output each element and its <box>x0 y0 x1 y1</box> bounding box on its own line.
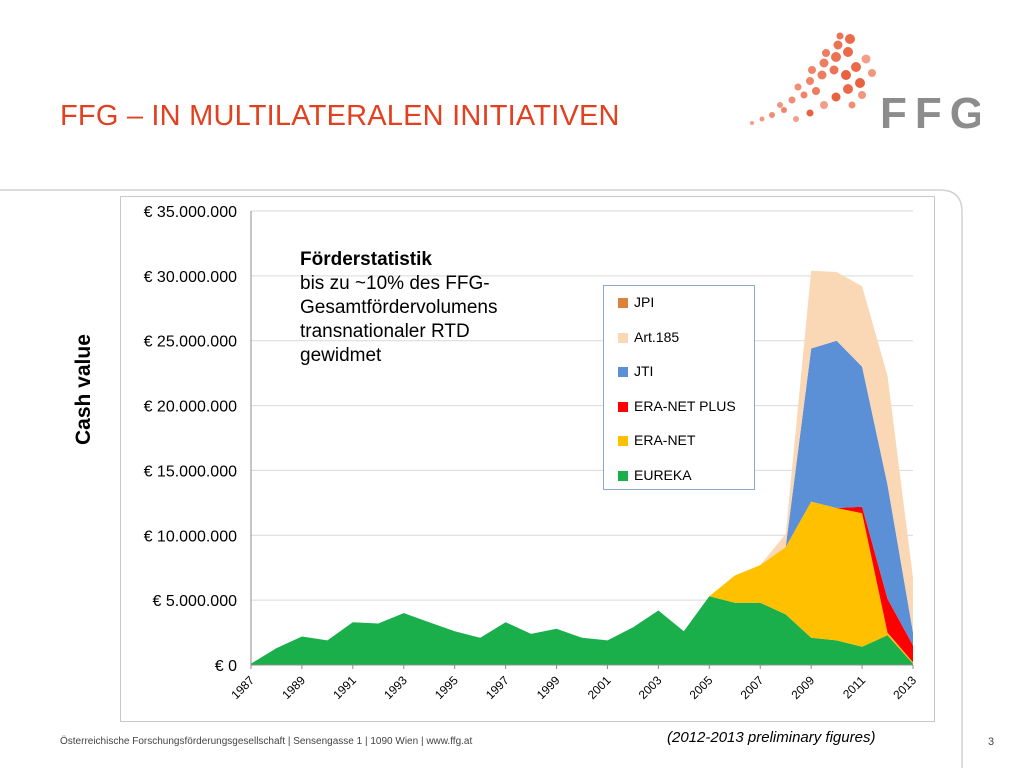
logo-dot <box>843 47 853 57</box>
y-tick-label: € 25.000.000 <box>144 334 238 351</box>
legend-item: ERA-NET <box>618 432 695 448</box>
legend-label: JPI <box>634 294 655 310</box>
x-tick-label: 2003 <box>636 673 665 702</box>
y-axis-label: Cash value <box>72 334 95 445</box>
logo-dot <box>833 40 843 50</box>
logo-dot <box>781 107 787 113</box>
logo-dot <box>822 49 830 57</box>
y-tick-label: € 20.000.000 <box>144 399 238 416</box>
x-tick-label: 1997 <box>483 673 512 702</box>
logo-dot <box>788 96 796 104</box>
series-area-eureka <box>251 596 913 665</box>
slide-title: FFG – IN MULTILATERALEN INITIATIVEN <box>60 100 620 132</box>
page-number: 3 <box>988 736 995 748</box>
x-tick-label: 1991 <box>330 673 359 702</box>
chart-area: € 0 € 5.000.000 € 10.000.000 € 15.000.000 € … <box>120 196 935 722</box>
x-tick-labels: 1987 1989 1991 1993 1995 1997 1999 2001 2003 2005… <box>228 665 919 702</box>
legend-label: Art.185 <box>634 328 680 345</box>
logo-dot <box>806 77 814 85</box>
series-area-art-185 <box>251 270 913 664</box>
x-tick-label: 2007 <box>738 673 767 702</box>
legend-item: ERA-NET PLUS <box>618 398 736 414</box>
content-frame <box>0 189 963 768</box>
logo-dot <box>808 66 816 74</box>
logo-dots-icon <box>750 32 876 125</box>
y-tick-label: € 35.000.000 <box>144 204 238 221</box>
logo-dot <box>819 58 829 68</box>
x-tick-label: 1987 <box>228 673 257 702</box>
legend-swatch <box>618 436 628 446</box>
legend-swatch <box>618 332 628 343</box>
chart-legend: JPI Art.185 JTI ERA-NET PLUS ERA-NET EUREKA <box>603 285 755 490</box>
ffg-logo: FFG <box>750 32 980 135</box>
x-tick-label: 2011 <box>840 673 868 701</box>
stacked-area-chart: € 0 € 5.000.000 € 10.000.000 € 15.000.000 € … <box>144 204 920 702</box>
legend-swatch <box>618 298 628 308</box>
preliminary-note: (2012-2013 preliminary figures) <box>667 729 876 746</box>
logo-dot <box>769 112 775 118</box>
logo-dot <box>858 91 866 99</box>
logo-dot <box>817 70 827 80</box>
x-tick-label: 1999 <box>534 673 563 702</box>
y-tick-label: € 0 <box>215 658 237 675</box>
legend-swatch <box>618 470 628 481</box>
logo-dot <box>806 109 814 117</box>
series-area-era-net <box>251 501 913 664</box>
y-tick-label: € 30.000.000 <box>144 269 238 286</box>
logo-dot <box>831 52 841 62</box>
footer-text: Österreichische Forschungsförderungsgese… <box>60 736 473 747</box>
legend-item: EUREKA <box>618 467 692 483</box>
x-tick-label: 2009 <box>788 673 817 702</box>
annotation-line: transnationaler RTD <box>300 321 470 342</box>
logo-dot <box>841 70 851 80</box>
logo-dot <box>848 101 856 109</box>
legend-label: EUREKA <box>634 466 692 483</box>
legend-label: ERA-NET <box>634 432 696 448</box>
logo-dot <box>800 91 808 99</box>
x-tick-label: 2013 <box>890 673 919 702</box>
logo-dot <box>750 121 754 125</box>
logo-dot <box>836 32 844 40</box>
logo-dot <box>851 62 861 72</box>
legend-label: ERA-NET PLUS <box>634 397 736 414</box>
y-tick-label: € 15.000.000 <box>144 463 238 480</box>
logo-dot <box>812 87 820 95</box>
annotation-line: gewidmet <box>300 345 382 366</box>
legend-item: JTI <box>618 363 653 379</box>
series-areas <box>251 270 913 665</box>
logo-dot <box>794 83 802 91</box>
logo-dot <box>868 69 876 77</box>
logo-text: FFG <box>880 89 980 135</box>
y-tick-label: € 5.000.000 <box>152 593 237 610</box>
y-tick-labels: € 0 € 5.000.000 € 10.000.000 € 15.000.000 € … <box>144 204 238 675</box>
axes <box>250 211 913 666</box>
series-area-jti <box>251 340 913 664</box>
x-tick-label: 2001 <box>585 673 614 702</box>
legend-swatch <box>618 401 628 412</box>
legend-swatch <box>618 367 628 377</box>
logo-dot <box>831 92 841 102</box>
x-tick-label: 2005 <box>687 673 716 702</box>
x-tick-label: 1989 <box>279 673 308 702</box>
legend-item: JPI <box>618 294 654 310</box>
annotation-line: bis zu ~10% des FFG- <box>300 273 490 294</box>
x-tick-label: 1995 <box>432 673 461 702</box>
logo-dot <box>845 34 855 44</box>
logo-dot <box>861 54 871 64</box>
logo-dot <box>777 102 783 108</box>
logo-dot <box>820 101 828 109</box>
legend-label: JTI <box>634 363 654 379</box>
annotation-heading: Förderstatistik <box>300 249 432 270</box>
logo-dot <box>759 116 765 122</box>
chart-annotation: Förderstatistik bis zu ~10% des FFG- Ges… <box>300 248 560 368</box>
logo-dot <box>829 65 839 75</box>
x-tick-label: 1993 <box>381 673 410 702</box>
legend-item: Art.185 <box>618 329 679 345</box>
logo-dot <box>843 84 853 94</box>
y-tick-label: € 10.000.000 <box>144 528 238 545</box>
annotation-line: Gesamtfördervolumens <box>300 297 498 318</box>
logo-dot <box>855 78 865 88</box>
logo-dot <box>793 116 799 122</box>
